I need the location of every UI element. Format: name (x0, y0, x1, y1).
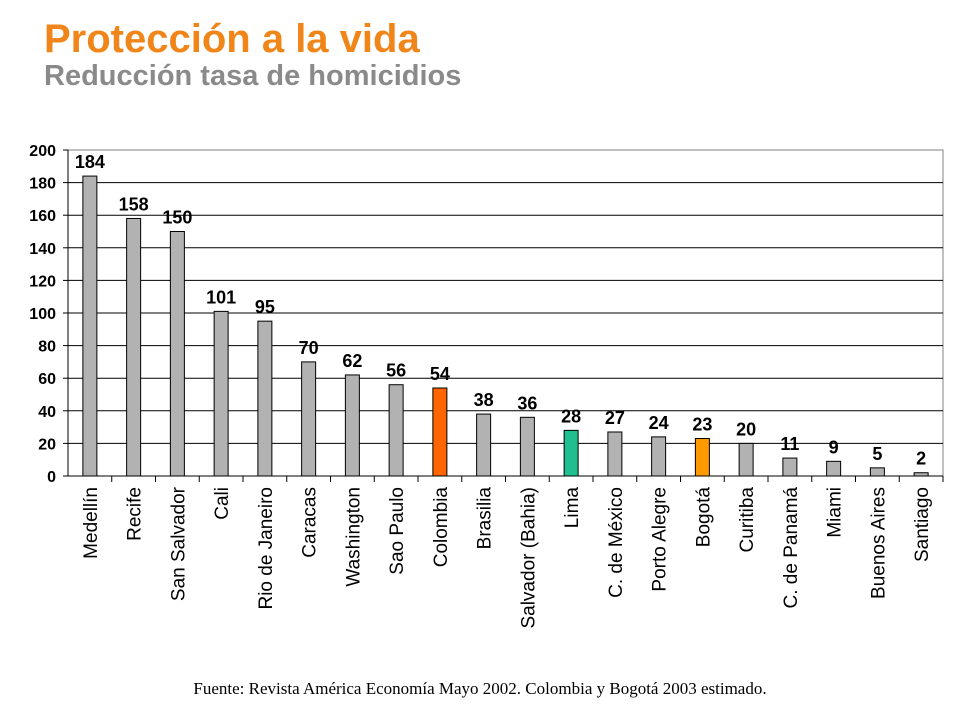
chart-title: Protección a la vida (44, 17, 420, 61)
x-tick-label: C. de México (606, 487, 627, 598)
data-label: 158 (119, 194, 149, 214)
data-label: 24 (649, 413, 669, 433)
data-label: 150 (162, 208, 192, 228)
bar (607, 431, 623, 477)
chart-subtitle: Reducción tasa de homicidios (44, 60, 462, 92)
x-tick-label: Brasilia (475, 487, 496, 550)
bars (82, 175, 929, 477)
y-tick-label: 40 (38, 404, 56, 421)
data-label: 95 (255, 297, 275, 317)
bar (126, 217, 142, 477)
bar (82, 175, 98, 477)
bar (344, 374, 360, 477)
bar (519, 416, 535, 477)
data-label: 36 (517, 393, 537, 413)
x-tick-label: Recife (125, 487, 146, 541)
y-tick-label: 80 (38, 339, 56, 356)
bar (301, 361, 317, 477)
data-label: 9 (829, 437, 839, 457)
bar (388, 384, 404, 477)
x-tick-label: Buenos Aires (868, 487, 889, 599)
y-tick-label: 100 (29, 306, 56, 323)
x-tick-label: Salvador (Bahia) (518, 487, 539, 629)
y-tick-label: 180 (29, 176, 56, 193)
x-tick-label: Sao Paulo (387, 487, 408, 575)
x-tick-label: Medellín (81, 487, 102, 559)
x-tick-label: Curitiba (737, 487, 758, 553)
data-label: 2 (916, 449, 926, 469)
data-label: 56 (386, 361, 406, 381)
bar (651, 436, 667, 477)
x-tick-label: Bogotá (693, 487, 714, 548)
x-tick-label: Rio de Janeiro (256, 487, 277, 610)
bar (476, 413, 492, 477)
x-tick-label: Cali (212, 487, 233, 520)
x-tick-label: Miami (825, 487, 846, 538)
bar (869, 467, 885, 477)
bar (738, 442, 754, 477)
data-label: 54 (430, 364, 450, 384)
y-tick-label: 200 (29, 143, 56, 160)
x-tick-label: C. de Panamá (781, 487, 802, 609)
x-axis: Medellín Recife San Salvador Cali Rio de Jan… (68, 475, 944, 629)
data-label: 11 (780, 434, 799, 454)
x-tick-label: San Salvador (168, 486, 189, 601)
y-tick-label: 120 (29, 273, 56, 290)
bar (826, 460, 842, 477)
y-tick-label: 140 (29, 241, 56, 258)
x-tick-label: Caracas (300, 487, 321, 558)
y-axis: 0 20 40 60 80 100 120 140 160 180 200 (29, 143, 69, 486)
bar (169, 231, 185, 477)
y-tick-label: 60 (38, 371, 56, 388)
data-label: 5 (872, 444, 882, 464)
y-tick-label: 160 (29, 208, 56, 225)
bar (782, 457, 798, 477)
bar (694, 438, 710, 477)
bar (257, 320, 273, 477)
x-tick-label: Porto Alegre (650, 487, 671, 592)
data-label: 23 (692, 415, 712, 435)
y-tick-label: 0 (47, 469, 56, 486)
bar (432, 387, 448, 477)
data-label: 184 (75, 152, 105, 172)
y-tick-label: 20 (38, 436, 56, 453)
x-tick-label: Colombia (431, 487, 452, 568)
data-label: 38 (474, 390, 494, 410)
data-label: 27 (605, 408, 625, 428)
x-tick-label: Santiago (912, 487, 933, 562)
data-label: 62 (342, 351, 362, 371)
data-label: 28 (561, 406, 581, 426)
bar (563, 429, 579, 477)
data-label: 70 (299, 338, 319, 358)
data-label: 20 (736, 419, 756, 439)
bar (213, 310, 229, 477)
bar-chart: 0 20 40 60 80 100 120 140 160 180 200 184 158 150 101… (29, 143, 944, 629)
x-tick-label: Washington (343, 487, 364, 587)
x-tick-label: Lima (562, 487, 583, 529)
source-note: Fuente: Revista América Economía Mayo 20… (193, 679, 767, 698)
data-label: 101 (206, 287, 236, 307)
